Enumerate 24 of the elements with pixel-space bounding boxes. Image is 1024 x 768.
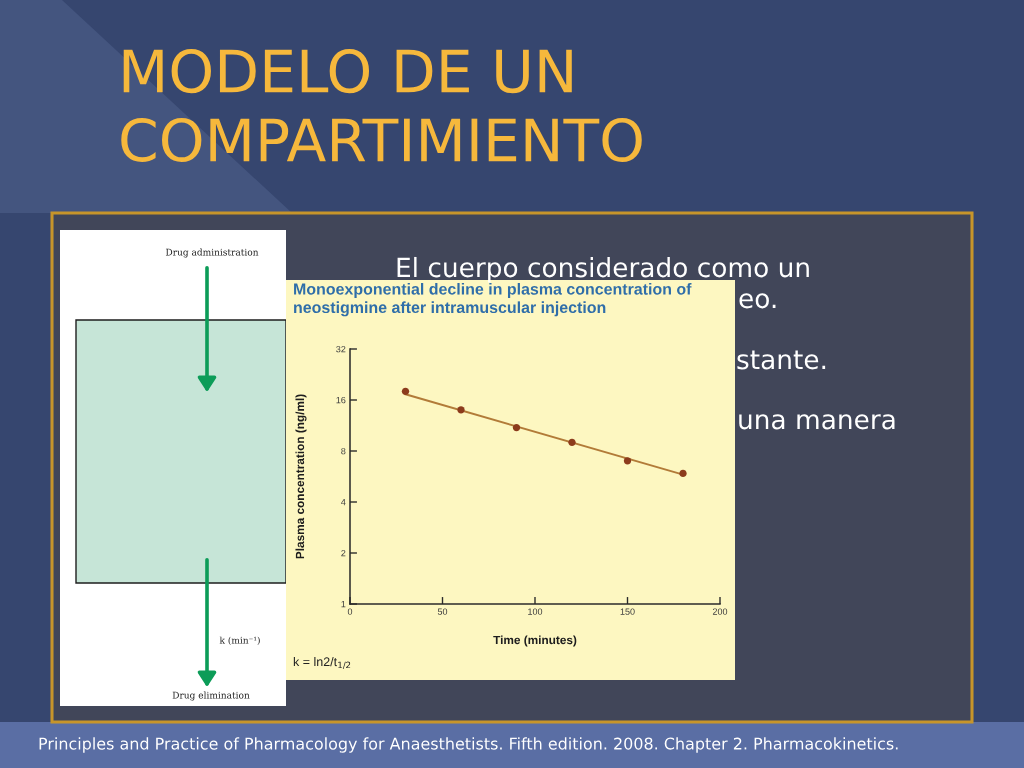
y-tick-label: 32: [336, 345, 346, 353]
text: una manera: [739, 414, 895, 430]
text: Drug administration: [165, 248, 259, 258]
x-tick-label: 50: [437, 608, 448, 615]
y-tick-label: 4: [341, 499, 346, 506]
text: Principles and Practice of Pharmacology for Anaesthetists. Fifth edition. 2008. Chapter 2. Pharmacokinetics.: [39, 737, 898, 753]
text: Drug elimination: [172, 691, 250, 701]
text: k (min⁻¹): [219, 636, 260, 645]
chart-title: Monoexponential decline in plasma concentration of neostigmine after intramuscular injection: [294, 283, 692, 317]
text: MODELO DE UN COMPARTIMIENTO: [121, 49, 642, 163]
x-tick-label: 100: [528, 608, 543, 615]
y-tick-label: 1: [341, 601, 346, 608]
x-tick-label: 0: [347, 608, 353, 615]
x-axis-title: Time (minutes): [493, 635, 577, 647]
x-tick-label: 200: [712, 608, 728, 615]
text: El cuerpo considerado como un: [397, 256, 809, 283]
y-tick-label: 2: [341, 549, 346, 557]
text: eo.: [739, 293, 776, 309]
y-axis-title: Plasma concentration (ng/ml): [295, 394, 307, 559]
y-tick-label: 8: [341, 447, 346, 455]
y-tick-label: 16: [336, 396, 346, 404]
x-tick-label: 150: [620, 608, 635, 615]
text: stante.: [737, 350, 826, 370]
text: k = ln2/t$_{1/2}$: [293, 657, 351, 669]
